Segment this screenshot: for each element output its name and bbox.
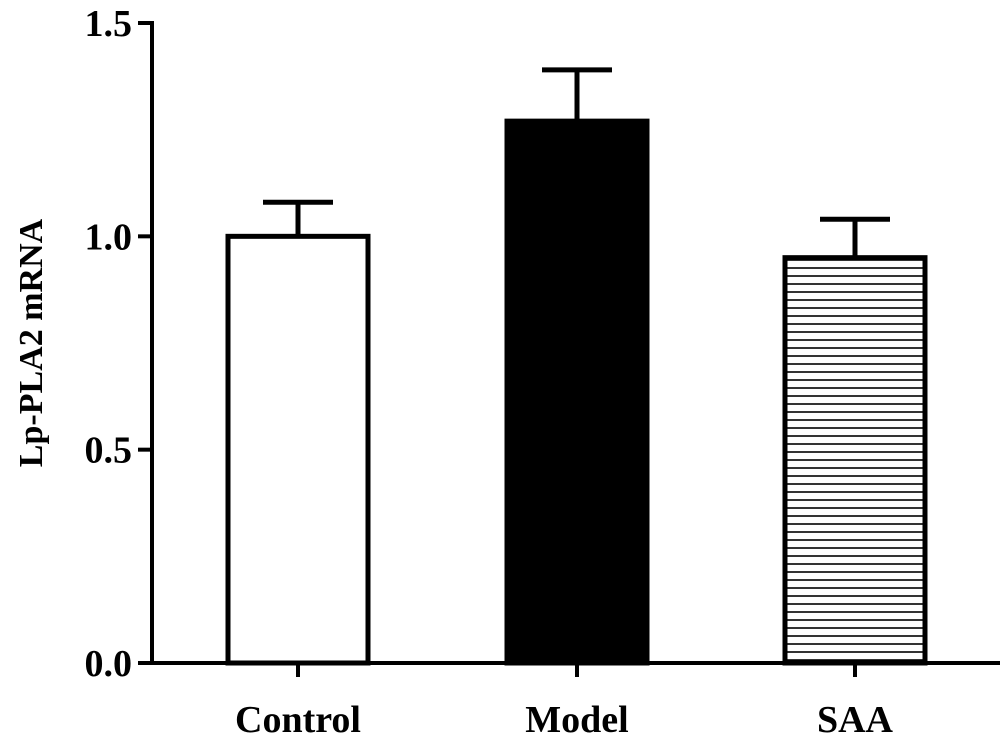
- labels-layer: Control Model SAA 0.0 0.5 1.0 1.5 Lp-PLA2 mRNA: [13, 3, 894, 739]
- y-tick-label: 1.0: [85, 216, 133, 258]
- category-label-control: Control: [235, 699, 361, 739]
- bar-model: [507, 121, 647, 663]
- bar-saa: [785, 258, 925, 663]
- y-axis-title: Lp-PLA2 mRNA: [13, 218, 50, 467]
- bar-control: [228, 236, 368, 663]
- y-tick-label: 0.5: [85, 430, 133, 472]
- y-tick-label: 1.5: [85, 3, 133, 45]
- category-label-saa: SAA: [817, 699, 894, 739]
- y-tick-label: 0.0: [85, 643, 133, 685]
- category-label-model: Model: [525, 699, 628, 739]
